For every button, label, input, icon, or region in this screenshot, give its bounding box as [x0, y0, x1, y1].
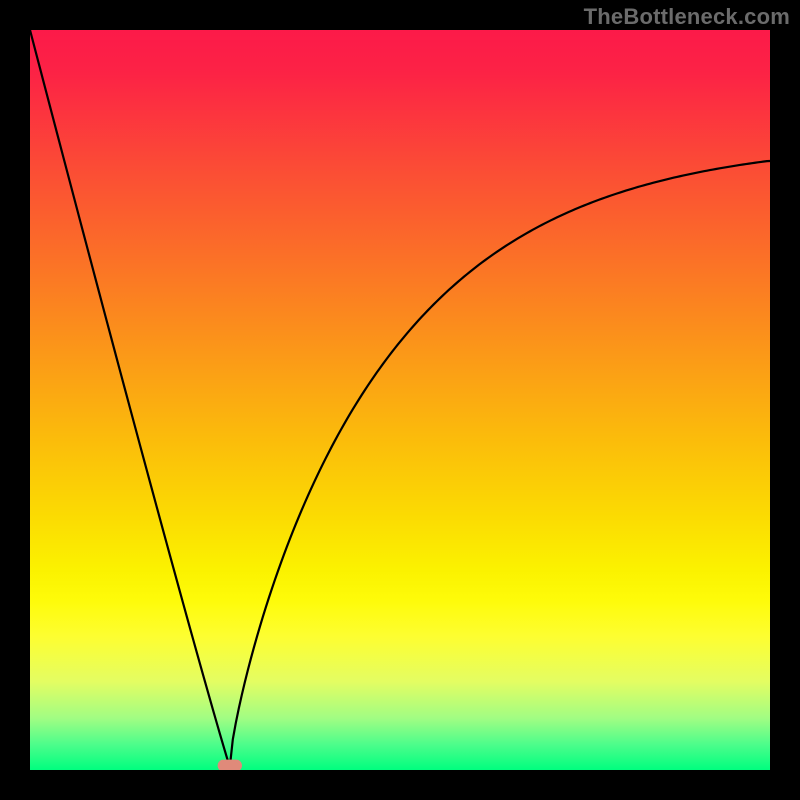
chart-frame: TheBottleneck.com [0, 0, 800, 800]
watermark-text: TheBottleneck.com [584, 4, 790, 30]
chart-svg [30, 30, 770, 770]
plot-area [30, 30, 770, 770]
gradient-background [30, 30, 770, 770]
minimum-marker [218, 760, 242, 770]
